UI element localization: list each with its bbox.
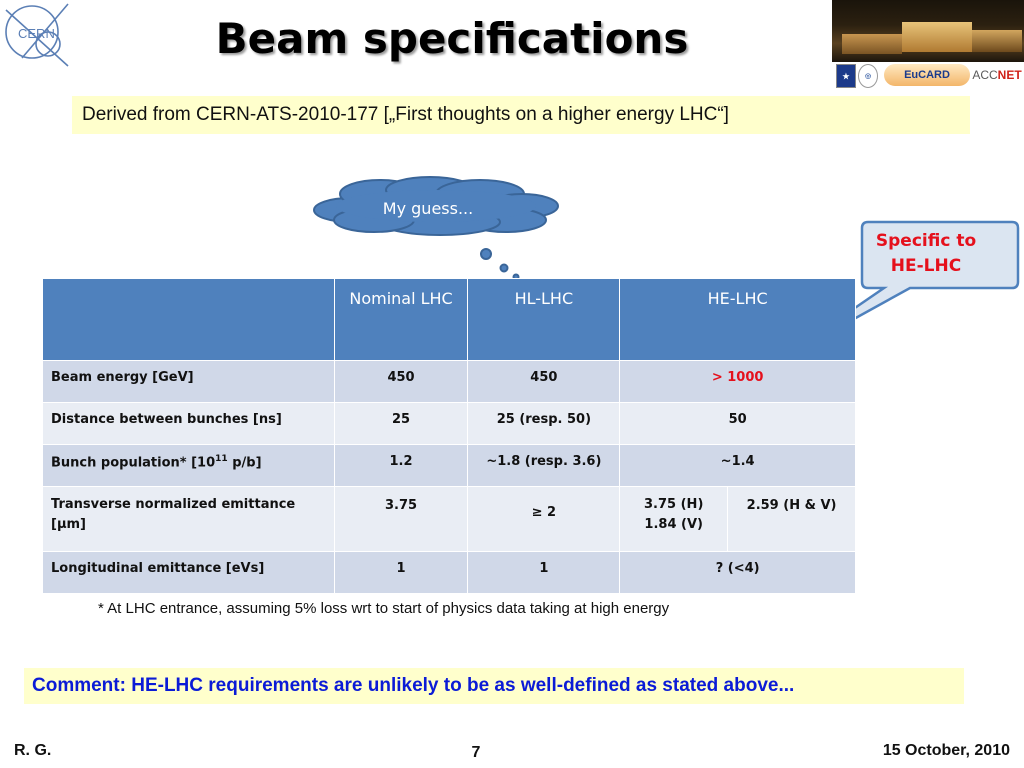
row-label: Bunch population* [1011 p/b] bbox=[42, 444, 335, 487]
hl-value: ~1.8 (resp. 3.6) bbox=[467, 444, 621, 487]
footer-date: 15 October, 2010 bbox=[882, 742, 1010, 759]
header-photo bbox=[832, 0, 1024, 62]
row-label-exponent: 11 bbox=[215, 454, 228, 464]
nominal-value: 450 bbox=[333, 360, 469, 403]
cern-small-logo: ◎ bbox=[858, 64, 878, 88]
nominal-value: 1.2 bbox=[333, 444, 469, 487]
header-cell-param bbox=[42, 278, 335, 361]
page-number: 7 bbox=[471, 744, 481, 761]
accnet-logo: ACC NET bbox=[972, 68, 1022, 82]
header-cell-he-lhc: HE-LHC bbox=[619, 278, 856, 361]
callout-text: Specific to HE-LHC bbox=[864, 229, 988, 279]
beam-spec-table: Nominal LHC HL-LHC HE-LHC Beam energy [G… bbox=[42, 278, 856, 594]
callout-line-2: HE-LHC bbox=[890, 256, 962, 276]
table-row: Transverse normalized emittance [μm] 3.7… bbox=[42, 486, 856, 552]
comment-box: Comment: HE-LHC requirements are unlikel… bbox=[24, 668, 964, 704]
hl-value: 450 bbox=[467, 360, 621, 403]
callout-line-1: Specific to bbox=[875, 231, 977, 251]
row-label-unit: p/b] bbox=[227, 455, 262, 471]
table-row: Distance between bunches [ns] 25 25 (res… bbox=[42, 402, 856, 445]
footnote: * At LHC entrance, assuming 5% loss wrt … bbox=[98, 600, 670, 617]
table-row: Bunch population* [1011 p/b] 1.2 ~1.8 (r… bbox=[42, 444, 856, 487]
hl-value: ≥ 2 bbox=[467, 486, 621, 552]
cloud-label: My guess... bbox=[382, 199, 474, 218]
table-row: Beam energy [GeV] 450 450 > 1000 bbox=[42, 360, 856, 403]
he-value-a: 3.75 (H) 1.84 (V) bbox=[619, 486, 729, 552]
nominal-value: 25 bbox=[333, 402, 469, 445]
he-value: ? (<4) bbox=[619, 551, 856, 594]
eucard-logo: EuCARD bbox=[884, 64, 970, 86]
row-label-text: Bunch population* [10 bbox=[51, 455, 216, 471]
footer-author: R. G. bbox=[14, 742, 52, 759]
thought-cloud bbox=[313, 176, 559, 280]
hl-value: 1 bbox=[467, 551, 621, 594]
header-cell-nominal: Nominal LHC bbox=[333, 278, 469, 361]
row-label: Transverse normalized emittance [μm] bbox=[42, 486, 335, 552]
he-value: ~1.4 bbox=[619, 444, 856, 487]
row-label: Beam energy [GeV] bbox=[42, 360, 335, 403]
he-value-b: 2.59 (H & V) bbox=[727, 486, 856, 552]
eu-flag-icon: ★ bbox=[836, 64, 856, 88]
he-value: 50 bbox=[619, 402, 856, 445]
partner-logos: ★ ◎ EuCARD ACC NET bbox=[832, 62, 1024, 90]
hl-value: 25 (resp. 50) bbox=[467, 402, 621, 445]
he-value: > 1000 bbox=[619, 360, 856, 403]
cern-logo: CERN bbox=[5, 3, 69, 67]
nominal-value: 1 bbox=[333, 551, 469, 594]
derived-from-note: Derived from CERN-ATS-2010-177 [„First t… bbox=[72, 96, 970, 134]
header-cell-hl-lhc: HL-LHC bbox=[467, 278, 621, 361]
slide-title: Beam specifications bbox=[215, 14, 689, 63]
row-label: Distance between bunches [ns] bbox=[42, 402, 335, 445]
table-row: Longitudinal emittance [eVs] 1 1 ? (<4) bbox=[42, 551, 856, 594]
svg-text:CERN: CERN bbox=[18, 26, 55, 41]
nominal-value: 3.75 bbox=[333, 486, 469, 552]
row-label: Longitudinal emittance [eVs] bbox=[42, 551, 335, 594]
table-header-row: Nominal LHC HL-LHC HE-LHC bbox=[42, 278, 856, 361]
